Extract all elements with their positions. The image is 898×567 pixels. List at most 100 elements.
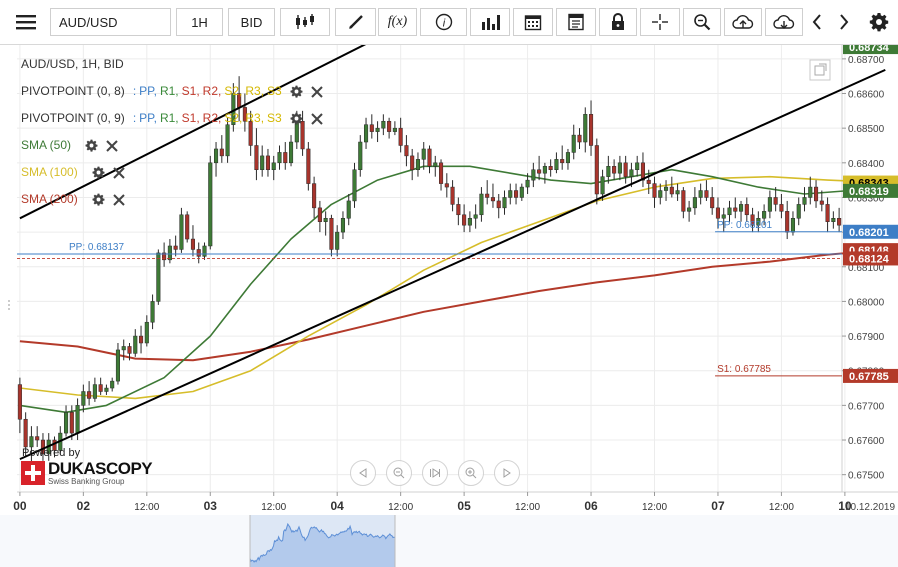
- close-icon[interactable]: [112, 193, 125, 206]
- legend-sma-200[interactable]: SMA (200): [21, 186, 323, 213]
- triangle-right-icon: [503, 468, 511, 478]
- symbol-selector[interactable]: AUD/USD: [50, 8, 171, 36]
- candle: [485, 180, 490, 205]
- candle-body: [144, 321, 149, 344]
- scroll-right-button[interactable]: [494, 460, 520, 486]
- price-badge-bg: [843, 45, 898, 55]
- candle-body: [519, 186, 524, 198]
- candle: [381, 114, 386, 136]
- candle-body: [173, 245, 178, 250]
- zoom-in-button[interactable]: [458, 460, 484, 486]
- gear-icon[interactable]: [92, 166, 105, 179]
- candle: [600, 169, 605, 201]
- close-icon[interactable]: [311, 112, 323, 125]
- candle-body: [433, 162, 438, 167]
- candle: [196, 242, 201, 264]
- info-button[interactable]: i: [420, 8, 467, 36]
- pivot-8-keys: PP, R1, S1, R2, S2, R3, S3: [136, 78, 282, 105]
- candle: [675, 183, 680, 201]
- candle-body: [796, 204, 801, 219]
- volume-button[interactable]: [470, 8, 510, 36]
- download-button[interactable]: [765, 8, 803, 36]
- candle-body: [196, 249, 201, 257]
- settings-button[interactable]: [863, 8, 895, 36]
- candle: [814, 180, 819, 208]
- candle: [606, 155, 611, 184]
- candle-body: [115, 349, 121, 382]
- candle: [29, 426, 34, 465]
- close-icon[interactable]: [112, 166, 125, 179]
- gear-icon[interactable]: [290, 112, 303, 125]
- navigator-strip[interactable]: [0, 515, 898, 567]
- legend-pivot-8[interactable]: PIVOTPOINT (0, 8) : PP, R1, S1, R2, S2, R3, S3: [21, 78, 323, 105]
- candle-body: [190, 238, 196, 250]
- candle-body: [87, 391, 92, 399]
- candle: [64, 405, 69, 437]
- lock-button[interactable]: [599, 8, 637, 36]
- candle: [542, 162, 547, 184]
- upload-button[interactable]: [724, 8, 762, 36]
- price-chart[interactable]: PP: 0.68137 PP: 0.68201 S1: 0.67785 0.6750…: [0, 45, 898, 567]
- legend-sma-100[interactable]: SMA (100): [21, 159, 323, 186]
- crosshair-button[interactable]: [640, 8, 680, 36]
- legend-sma-50[interactable]: SMA (50): [21, 132, 323, 159]
- pivot-key-r1: R1,: [159, 84, 179, 98]
- crosshair-icon: [652, 14, 668, 30]
- gear-icon[interactable]: [290, 85, 303, 98]
- timeframe-selector[interactable]: 1H: [176, 8, 223, 36]
- close-icon[interactable]: [106, 139, 118, 152]
- expand-icon[interactable]: [809, 59, 831, 81]
- scroll-left-button[interactable]: [350, 460, 376, 486]
- pivot-key-r1: R1,: [159, 111, 179, 125]
- candle: [167, 239, 172, 264]
- candle-body: [300, 120, 305, 150]
- zoom-button[interactable]: [683, 8, 721, 36]
- gear-icon[interactable]: [85, 139, 98, 152]
- candle-body: [214, 148, 219, 164]
- prev-button[interactable]: [804, 8, 830, 36]
- level-label-pp: PP: 0.68137: [69, 242, 124, 253]
- candle: [392, 121, 397, 136]
- pivot-key-s1: S1,: [181, 84, 200, 98]
- candle-body: [600, 176, 605, 195]
- price-type-selector[interactable]: BID: [228, 8, 275, 36]
- reset-button[interactable]: [422, 460, 448, 486]
- candle-body: [814, 186, 819, 202]
- candle-body: [387, 120, 392, 132]
- legend-pivot-9[interactable]: PIVOTPOINT (0, 9) : PP, R1, S1, R2, S2, R3, S3: [21, 105, 323, 132]
- zoom-out-button[interactable]: [386, 460, 412, 486]
- level-label-s1: S1: 0.67785: [717, 364, 771, 375]
- candle-body: [548, 166, 553, 170]
- x-tick-label: 12:00: [388, 502, 413, 513]
- price-badge-label: 0.67785: [849, 371, 889, 383]
- candle-body: [646, 179, 651, 184]
- indicators-button[interactable]: f(x): [378, 8, 417, 36]
- candle-body: [242, 107, 247, 122]
- candle-body: [110, 380, 115, 389]
- candle-body: [617, 162, 622, 174]
- candle: [202, 242, 207, 260]
- close-icon[interactable]: [311, 85, 323, 98]
- legend-title: AUD/USD, 1H, BID: [21, 51, 323, 78]
- candle: [808, 176, 813, 205]
- candle: [369, 114, 374, 139]
- x-tick-label: 12:00: [769, 502, 794, 513]
- candle: [415, 152, 420, 177]
- menu-button[interactable]: [8, 8, 44, 36]
- candle: [162, 242, 167, 267]
- next-button[interactable]: [831, 8, 857, 36]
- x-tick-label: 03: [204, 499, 218, 513]
- candle-body: [421, 148, 426, 160]
- draw-button[interactable]: [335, 8, 376, 36]
- chart-type-button[interactable]: [280, 8, 330, 36]
- candle: [715, 197, 721, 229]
- zoom-icon: [694, 14, 711, 31]
- x-tick-label: 00: [13, 499, 27, 513]
- price-axis: 0.675000.676000.677000.678000.679000.680…: [842, 55, 885, 482]
- pivot-key-s2: S2,: [224, 111, 243, 125]
- candle: [121, 339, 126, 361]
- calendar-button[interactable]: [513, 8, 553, 36]
- candle: [271, 155, 276, 181]
- report-button[interactable]: [556, 8, 596, 36]
- gear-icon[interactable]: [92, 193, 105, 206]
